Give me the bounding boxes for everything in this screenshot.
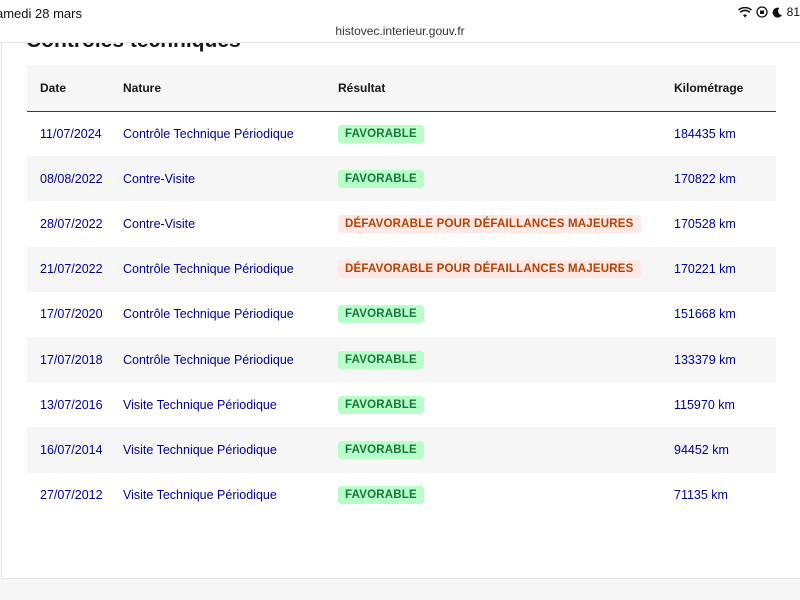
result-badge: DÉFAVORABLE POUR DÉFAILLANCES MAJEURES — [338, 214, 641, 233]
cell-nature: Contrôle Technique Périodique — [123, 352, 294, 367]
browser-bottom-area — [0, 579, 800, 600]
column-header-km: Kilométrage — [674, 80, 744, 95]
table-row: 13/07/2016 Visite Technique Périodique FAV… — [27, 382, 776, 427]
cell-nature: Visite Technique Périodique — [123, 397, 277, 412]
cell-km: 94452 km — [674, 442, 729, 457]
cell-nature: Contrôle Technique Périodique — [123, 262, 294, 277]
result-badge: FAVORABLE — [338, 124, 424, 143]
table-row: 17/07/2018 Contrôle Technique Périodique F… — [27, 336, 776, 383]
cell-km: 184435 km — [674, 126, 736, 141]
orientation-lock-icon — [755, 6, 768, 18]
technical-inspections-table: Date Nature Résultat Kilométrage 11/07/2… — [27, 65, 776, 518]
result-badge: FAVORABLE — [338, 350, 424, 369]
result-badge: FAVORABLE — [338, 395, 424, 414]
cell-date: 16/07/2014 — [40, 442, 103, 457]
cell-km: 133379 km — [674, 352, 736, 367]
table-row: 17/07/2020 Contrôle Technique Périodique F… — [27, 292, 776, 337]
cell-date: 17/07/2020 — [40, 307, 103, 322]
cell-result: FAVORABLE — [338, 292, 674, 337]
table-row: 27/07/2012 Visite Technique Périodique FAV… — [27, 473, 776, 518]
cell-nature: Contre-Visite — [123, 216, 196, 231]
column-header-date: Date — [40, 80, 67, 95]
cell-date: 17/07/2018 — [40, 352, 103, 367]
column-header-result: Résultat — [338, 80, 386, 95]
status-time: amedi 28 mars — [0, 6, 82, 21]
section-title: Contrôles techniques — [26, 43, 241, 53]
cell-km: 115970 km — [674, 397, 735, 412]
cell-nature: Visite Technique Périodique — [123, 442, 277, 457]
cell-date: 11/07/2024 — [40, 126, 102, 141]
table-row: 28/07/2022 Contre-Visite DÉFAVORABLE POUR … — [27, 201, 776, 246]
status-bar: amedi 28 mars 81 — [0, 0, 800, 26]
result-badge: FAVORABLE — [338, 486, 424, 505]
cell-date: 28/07/2022 — [40, 216, 103, 231]
column-header-nature: Nature — [123, 80, 162, 95]
cell-result: FAVORABLE — [338, 156, 674, 201]
battery-percent: 81 — [786, 5, 800, 19]
wifi-icon — [737, 6, 752, 17]
table-header-row: Date Nature Résultat Kilométrage — [27, 65, 776, 111]
result-badge: DÉFAVORABLE POUR DÉFAILLANCES MAJEURES — [338, 260, 641, 279]
table-row: 21/07/2022 Contrôle Technique Périodique D… — [27, 246, 776, 292]
moon-icon — [772, 7, 782, 18]
cell-nature: Contrôle Technique Périodique — [123, 307, 294, 322]
result-badge: FAVORABLE — [338, 305, 424, 324]
cell-date: 13/07/2016 — [40, 397, 103, 412]
cell-km: 151668 km — [674, 307, 736, 322]
cell-nature: Visite Technique Périodique — [123, 488, 277, 503]
table-row: 11/07/2024 Contrôle Technique Périodique F… — [27, 111, 776, 156]
address-bar-url[interactable]: histovec.interieur.gouv.fr — [335, 24, 465, 38]
cell-result: FAVORABLE — [338, 473, 674, 518]
cell-result: DÉFAVORABLE POUR DÉFAILLANCES MAJEURES — [338, 201, 674, 246]
result-badge: FAVORABLE — [338, 440, 424, 459]
table-row: 16/07/2014 Visite Technique Périodique FAV… — [27, 427, 776, 473]
cell-result: FAVORABLE — [338, 382, 674, 427]
cell-result: FAVORABLE — [338, 111, 674, 156]
cell-date: 21/07/2022 — [40, 262, 103, 277]
cell-result: FAVORABLE — [338, 337, 674, 382]
cell-km: 71135 km — [674, 488, 728, 503]
cell-km: 170221 km — [674, 262, 736, 277]
cell-date: 27/07/2012 — [40, 488, 103, 503]
cell-nature: Contre-Visite — [123, 171, 196, 186]
page-content: Contrôles techniques Date Nature Résulta… — [1, 43, 800, 579]
result-badge: FAVORABLE — [338, 169, 424, 188]
cell-date: 08/08/2022 — [40, 171, 103, 186]
cell-result: DÉFAVORABLE POUR DÉFAILLANCES MAJEURES — [338, 247, 674, 292]
cell-km: 170822 km — [674, 171, 736, 186]
table-row: 08/08/2022 Contre-Visite FAVORABLE 170822 k… — [27, 156, 776, 202]
cell-nature: Contrôle Technique Périodique — [123, 126, 294, 141]
status-icons: 81 — [737, 5, 800, 19]
cell-result: FAVORABLE — [338, 427, 674, 472]
cell-km: 170528 km — [674, 216, 736, 231]
address-bar-divider — [0, 42, 800, 43]
